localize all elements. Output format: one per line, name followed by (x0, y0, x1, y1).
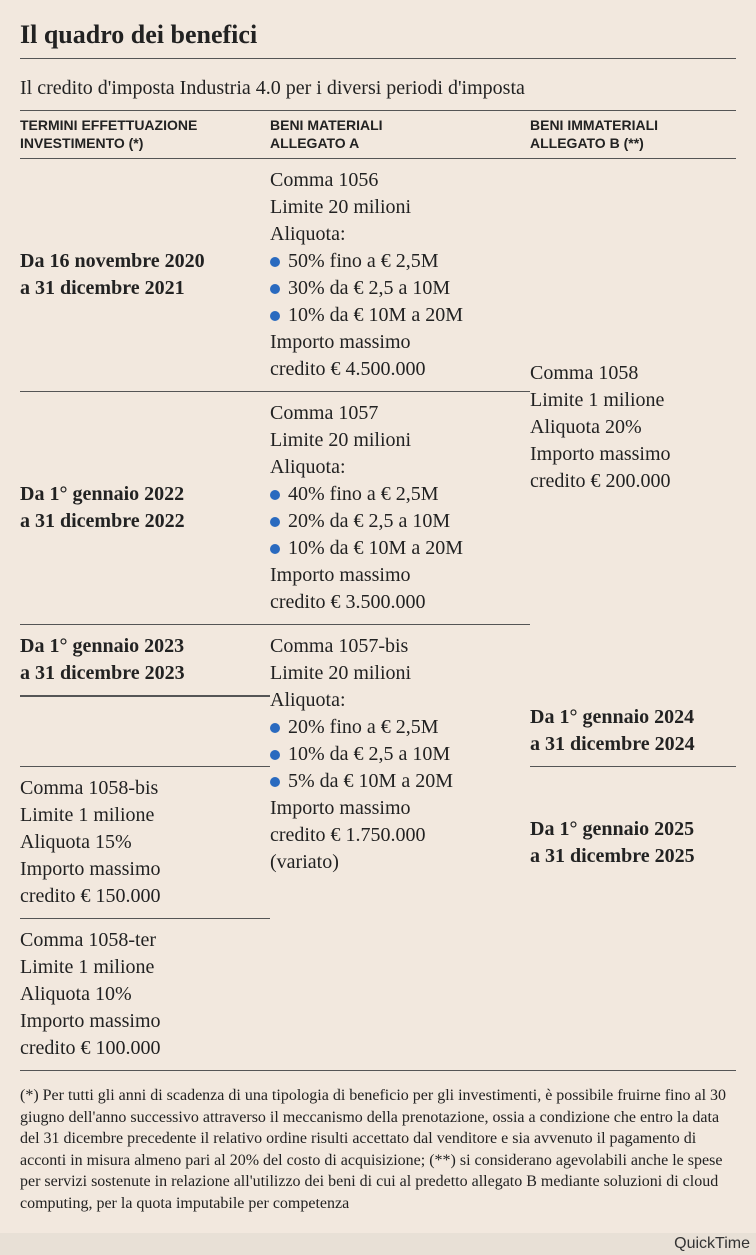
immateriali-block-1058ter: Comma 1058-ter Limite 1 milione Aliquota… (20, 919, 270, 1070)
text-line: Aliquota: (270, 687, 524, 714)
bullet-icon (270, 723, 280, 733)
text-line: Comma 1058-bis (20, 775, 264, 802)
rate-line: 10% da € 10M a 20M (270, 302, 524, 329)
rate-text: 20% da € 2,5 a 10M (288, 508, 450, 535)
materiali-block-1057: Comma 1057 Limite 20 milioni Aliquota: 4… (270, 392, 530, 625)
period-line: Da 1° gennaio 2022 (20, 483, 184, 505)
rate-text: 30% da € 2,5 a 10M (288, 275, 450, 302)
period-2023: Da 1° gennaio 2023 a 31 dicembre 2023 (20, 625, 270, 696)
rate-text: 10% da € 10M a 20M (288, 535, 463, 562)
bullet-icon (270, 490, 280, 500)
period-line: Da 16 novembre 2020 (20, 250, 205, 272)
header-line: TERMINI EFFETTUAZIONE (20, 117, 197, 133)
bullet-icon (270, 517, 280, 527)
header-col-immateriali: BENI IMMATERIALI ALLEGATO B (**) (530, 111, 736, 159)
footnote-text: (*) Per tutti gli anni di scadenza di un… (20, 1070, 736, 1223)
text-line: Limite 20 milioni (270, 427, 524, 454)
header-line: BENI MATERIALI (270, 117, 383, 133)
period-line: Da 1° gennaio 2025 (530, 818, 694, 840)
rate-text: 5% da € 10M a 20M (288, 768, 453, 795)
text-line: Aliquota: (270, 221, 524, 248)
text-line: Limite 1 milione (20, 954, 264, 981)
immateriali-empty-2023 (20, 696, 270, 767)
period-line: Da 1° gennaio 2024 (530, 706, 694, 728)
period-line: a 31 dicembre 2021 (20, 277, 185, 299)
text-line: Comma 1058-ter (20, 927, 264, 954)
rate-line: 40% fino a € 2,5M (270, 481, 524, 508)
text-line: Importo massimo (270, 329, 524, 356)
bullet-icon (270, 544, 280, 554)
text-line: Limite 20 milioni (270, 194, 524, 221)
bullet-icon (270, 257, 280, 267)
rate-line: 20% da € 2,5 a 10M (270, 508, 524, 535)
rate-line: 50% fino a € 2,5M (270, 248, 524, 275)
period-line: a 31 dicembre 2024 (530, 733, 695, 755)
rate-text: 10% da € 10M a 20M (288, 302, 463, 329)
page-title: Il quadro dei benefici (20, 20, 736, 50)
period-line: Da 1° gennaio 2023 (20, 635, 184, 657)
rate-text: 10% da € 2,5 a 10M (288, 741, 450, 768)
document-page: Il quadro dei benefici Il credito d'impo… (0, 0, 756, 1233)
title-rule (20, 58, 736, 59)
text-line: Comma 1056 (270, 167, 524, 194)
bullet-icon (270, 311, 280, 321)
header-line: INVESTIMENTO (*) (20, 135, 143, 151)
text-line: Comma 1058 (530, 360, 671, 387)
text-line: credito € 1.750.000 (270, 822, 524, 849)
text-line: credito € 150.000 (20, 883, 264, 910)
rate-line: 30% da € 2,5 a 10M (270, 275, 524, 302)
header-line: ALLEGATO A (270, 135, 359, 151)
watermark-label: QuickTime (0, 1233, 756, 1255)
materiali-block-1057bis: Comma 1057-bis Limite 20 milioni Aliquot… (270, 625, 530, 919)
text-line: credito € 3.500.000 (270, 589, 524, 616)
period-2024: Da 1° gennaio 2024 a 31 dicembre 2024 (530, 696, 736, 767)
text-line: Importo massimo (20, 856, 264, 883)
text-line: credito € 100.000 (20, 1035, 264, 1062)
rate-line: 10% da € 10M a 20M (270, 535, 524, 562)
header-col-termini: TERMINI EFFETTUAZIONE INVESTIMENTO (*) (20, 111, 270, 159)
text-line: Aliquota 20% (530, 414, 671, 441)
rate-text: 50% fino a € 2,5M (288, 248, 439, 275)
text-line: Limite 1 milione (20, 802, 264, 829)
text-line: Aliquota 10% (20, 981, 264, 1008)
bullet-icon (270, 284, 280, 294)
header-col-materiali: BENI MATERIALI ALLEGATO A (270, 111, 530, 159)
text-line: (variato) (270, 849, 524, 876)
text-line: Limite 20 milioni (270, 660, 524, 687)
bullet-icon (270, 777, 280, 787)
rate-line: 10% da € 2,5 a 10M (270, 741, 524, 768)
text-line: Aliquota 15% (20, 829, 264, 856)
period-2025: Da 1° gennaio 2025 a 31 dicembre 2025 (530, 767, 736, 919)
header-line: BENI IMMATERIALI (530, 117, 658, 133)
header-line: ALLEGATO B (**) (530, 135, 644, 151)
period-line: a 31 dicembre 2023 (20, 662, 185, 684)
rate-text: 40% fino a € 2,5M (288, 481, 439, 508)
text-line: Importo massimo (270, 562, 524, 589)
text-line: Importo massimo (270, 795, 524, 822)
text-line: Comma 1057-bis (270, 633, 524, 660)
rate-line: 20% fino a € 2,5M (270, 714, 524, 741)
immateriali-block-1058bis: Comma 1058-bis Limite 1 milione Aliquota… (20, 767, 270, 919)
rate-line: 5% da € 10M a 20M (270, 768, 524, 795)
bullet-icon (270, 750, 280, 760)
text-line: Importo massimo (20, 1008, 264, 1035)
text-line: credito € 200.000 (530, 468, 671, 495)
materiali-block-1056: Comma 1056 Limite 20 milioni Aliquota: 5… (270, 159, 530, 392)
text-line: credito € 4.500.000 (270, 356, 524, 383)
text-line: Comma 1057 (270, 400, 524, 427)
text-line: Importo massimo (530, 441, 671, 468)
rate-text: 20% fino a € 2,5M (288, 714, 439, 741)
benefits-table: TERMINI EFFETTUAZIONE INVESTIMENTO (*) B… (20, 110, 736, 1070)
immateriali-block-1058: Comma 1058 Limite 1 milione Aliquota 20%… (530, 159, 736, 696)
period-2020-2021: Da 16 novembre 2020 a 31 dicembre 2021 (20, 159, 270, 392)
period-line: a 31 dicembre 2025 (530, 845, 695, 867)
text-line: Limite 1 milione (530, 387, 671, 414)
page-subtitle: Il credito d'imposta Industria 4.0 per i… (20, 77, 736, 100)
period-line: a 31 dicembre 2022 (20, 510, 185, 532)
text-line: Aliquota: (270, 454, 524, 481)
period-2022: Da 1° gennaio 2022 a 31 dicembre 2022 (20, 392, 270, 625)
